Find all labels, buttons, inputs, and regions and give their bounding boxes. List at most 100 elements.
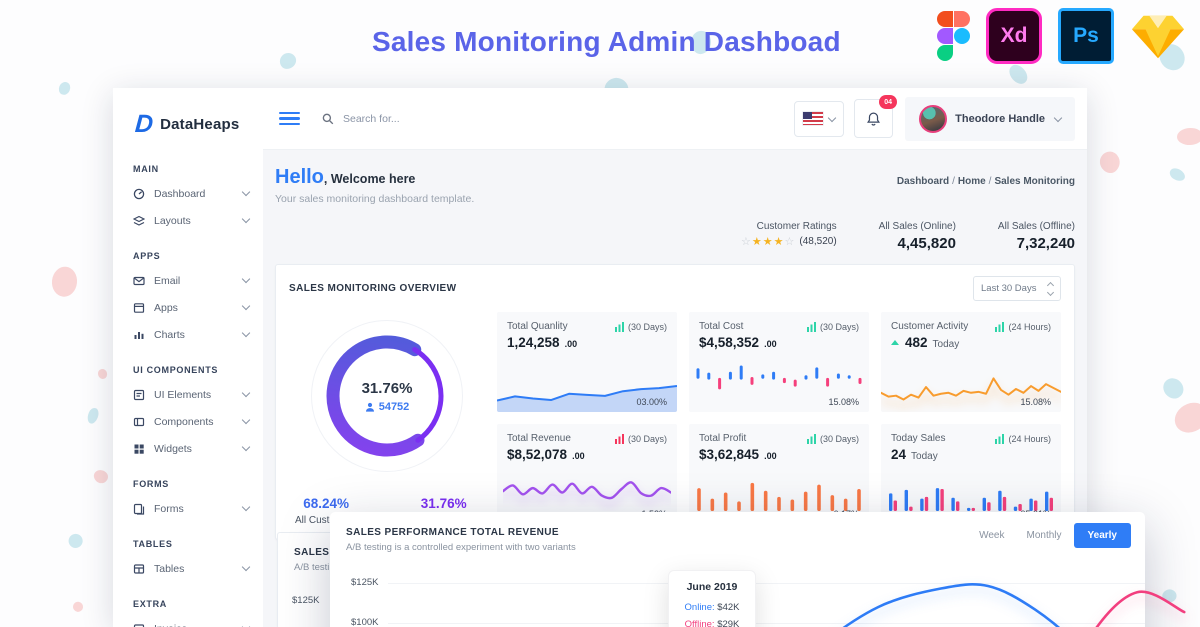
tab-yearly[interactable]: Yearly — [1073, 523, 1131, 548]
mini-chart-icon — [806, 433, 816, 444]
chevron-down-icon — [241, 274, 251, 284]
chevron-down-icon — [241, 187, 251, 197]
chevron-down-icon — [241, 328, 251, 338]
notification-badge: 04 — [879, 95, 898, 109]
total-revenue-card: Total Revenue (30 Days) $8,52,078.00 1.5… — [497, 424, 677, 524]
search-icon — [322, 113, 334, 124]
avatar — [919, 104, 948, 133]
legend-all-customers: 68.24% All Customers — [295, 496, 358, 526]
nav-section-apps: APPS — [133, 251, 161, 261]
total-profit-card: Total Profit (30 Days) $3,62,845.00 6.17… — [689, 424, 869, 524]
y-axis-tick: $100K — [351, 617, 379, 627]
chevron-down-icon — [241, 562, 251, 572]
welcome-comma: , — [323, 172, 331, 186]
apps-icon — [133, 302, 145, 314]
breadcrumb-dashboard[interactable]: Dashboard — [896, 176, 950, 187]
star-rating: ☆ ★ ★ ★ ☆ — [741, 236, 795, 248]
dashboard-icon — [133, 188, 145, 200]
logo-icon: D — [134, 110, 155, 138]
performance-subtitle: A/B testing is a controlled experiment w… — [346, 542, 576, 553]
sales-monitoring-overview-panel: SALES MONITORING OVERVIEW Last 30 Days — [275, 264, 1075, 540]
adobe-xd-icon: Xd — [986, 8, 1042, 64]
sidebar-item-components[interactable]: Components — [133, 408, 251, 435]
performance-title: SALES PERFORMANCE TOTAL REVENUE — [346, 527, 559, 538]
menu-toggle-button[interactable] — [279, 111, 300, 126]
invoice-icon — [133, 623, 145, 627]
forms-icon — [133, 503, 145, 515]
bell-icon — [867, 111, 881, 126]
nav-section-forms: FORMS — [133, 479, 169, 489]
sidebar: D DataHeaps MAIN Dashboard Layouts APPS — [113, 88, 264, 627]
top-header: 04 Theodore Handle — [263, 88, 1087, 150]
summary-stats: Customer Ratings ☆ ★ ★ ★ ☆ (48,520) All Sales… — [275, 221, 1075, 252]
sidebar-item-layouts[interactable]: Layouts — [133, 207, 251, 234]
sparkline-chart — [497, 385, 677, 412]
chevron-down-icon — [1053, 113, 1063, 122]
all-sales-offline-stat: All Sales (Offline) 7,32,240 — [997, 221, 1075, 252]
donut-count: 54752 — [378, 400, 410, 413]
sparkline-chart — [503, 481, 671, 500]
mini-chart-icon — [806, 321, 816, 332]
sketch-icon — [1131, 15, 1185, 59]
sidebar-item-charts[interactable]: Charts — [133, 321, 251, 348]
sidebar-item-apps[interactable]: Apps — [133, 294, 251, 321]
breadcrumb: Dashboard / Home / Sales Monitoring — [896, 176, 1075, 187]
performance-line-chart — [842, 583, 1186, 627]
welcome-subtitle: Your sales monitoring dashboard template… — [275, 193, 475, 205]
mini-chart-icon — [995, 433, 1005, 444]
widgets-icon — [133, 443, 145, 455]
chevron-down-icon — [241, 301, 251, 311]
sidebar-item-dashboard[interactable]: Dashboard — [133, 180, 251, 207]
email-icon — [133, 275, 145, 287]
breadcrumb-current: Sales Monitoring — [994, 176, 1075, 187]
sidebar-item-invoice[interactable]: Invoice — [133, 615, 251, 627]
customer-ratings-stat: Customer Ratings ☆ ★ ★ ★ ☆ (48,520) — [741, 221, 837, 248]
donut-chart-block: 31.76% 54752 68.24% All Customers — [289, 312, 485, 526]
chevron-down-icon — [241, 502, 251, 512]
sparkline-chart — [881, 377, 1061, 401]
up-arrow-icon — [891, 340, 899, 345]
customer-activity-card: Customer Activity (24 Hours) 482 Today 15… — [881, 312, 1061, 412]
chevron-down-icon — [827, 113, 837, 122]
tab-monthly[interactable]: Monthly — [1017, 523, 1072, 548]
notifications-button[interactable]: 04 — [854, 95, 898, 138]
breadcrumb-home[interactable]: Home — [957, 176, 986, 187]
language-selector-button[interactable] — [794, 100, 845, 137]
performance-tabs: Week Monthly Yearly — [969, 523, 1131, 548]
user-menu[interactable]: Theodore Handle — [905, 96, 1075, 141]
sidebar-item-tables[interactable]: Tables — [133, 555, 251, 582]
sidebar-item-email[interactable]: Email — [133, 267, 251, 294]
charts-icon — [133, 329, 145, 341]
sidebar-item-forms[interactable]: Forms — [133, 495, 251, 522]
nav-section-main: MAIN — [133, 164, 159, 174]
nav-section-ui-components: UI COMPONENTS — [133, 365, 219, 375]
brand-logo[interactable]: D DataHeaps — [113, 88, 263, 143]
sparkline-chart — [696, 365, 862, 390]
chart-tooltip: June 2019 Online: $42K Offline: $29K — [668, 570, 756, 627]
chevron-down-icon — [241, 214, 251, 224]
welcome-title: Welcome here — [330, 172, 416, 186]
figma-icon — [937, 11, 970, 61]
layouts-icon — [133, 215, 145, 227]
stat-cards-grid: Total Quanlity (30 Days) 1,24,258.00 03.… — [497, 312, 1061, 526]
person-icon — [365, 402, 374, 412]
brand-name: DataHeaps — [160, 116, 240, 133]
chevron-down-icon — [241, 388, 251, 398]
search-input[interactable] — [341, 111, 565, 126]
total-cost-card: Total Cost (30 Days) $4,58,352.00 15.08% — [689, 312, 869, 412]
tables-icon — [133, 563, 145, 575]
all-sales-online-stat: All Sales (Online) 4,45,820 — [878, 221, 956, 252]
chevron-down-icon — [241, 415, 251, 425]
sales-performance-card: SALES PERFORMANCE TOTAL REVENUE A/B test… — [330, 512, 1186, 627]
tab-week[interactable]: Week — [969, 523, 1014, 548]
date-range-select[interactable]: Last 30 Days — [973, 276, 1061, 301]
banner-title: Sales Monitoring Admin Dashboad — [372, 26, 841, 57]
nav-section-tables: TABLES — [133, 539, 173, 549]
sparkline-chart — [889, 488, 1053, 511]
donut-percent: 31.76% — [361, 379, 413, 397]
sparkline-chart — [697, 482, 861, 511]
sidebar-item-ui-elements[interactable]: UI Elements — [133, 381, 251, 408]
sidebar-item-widgets[interactable]: Widgets — [133, 435, 251, 462]
total-quantity-card: Total Quanlity (30 Days) 1,24,258.00 03.… — [497, 312, 677, 412]
